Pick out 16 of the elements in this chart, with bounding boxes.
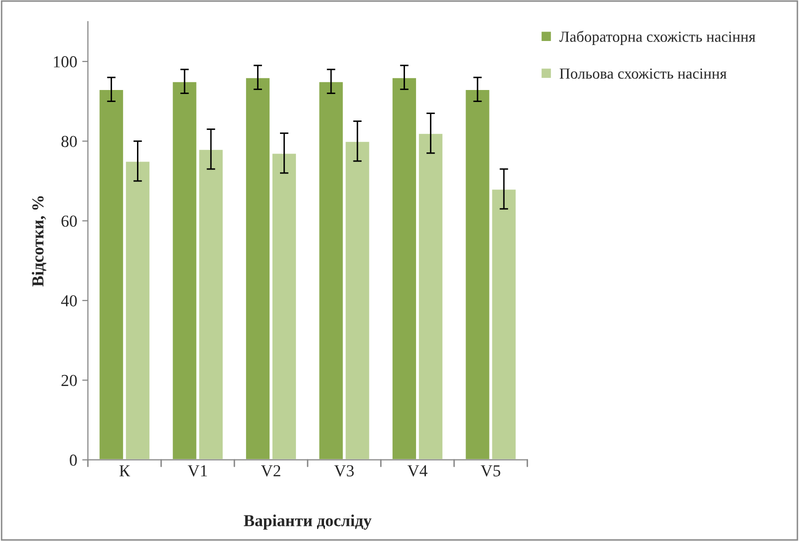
- x-tick-label: V3: [334, 465, 354, 477]
- x-tick-label: К: [119, 465, 130, 476]
- y-tick-label: 60: [62, 216, 77, 227]
- y-tick-label: 40: [61, 295, 77, 306]
- x-tick-label: V2: [260, 465, 280, 477]
- legend-label: Лабораторна схожість насіння: [559, 30, 756, 45]
- y-tick-label: 0: [70, 454, 77, 466]
- y-tick-label: 80: [61, 136, 77, 148]
- x-tick-label: V5: [480, 465, 500, 477]
- x-axis-title: Варіанти досліду: [244, 514, 372, 530]
- y-tick-label: 100: [54, 56, 77, 68]
- legend-label: Польова схожість насіння: [560, 68, 727, 79]
- x-tick-label: V4: [407, 465, 428, 477]
- y-tick-label: 20: [62, 374, 77, 386]
- x-tick-label: V1: [188, 465, 207, 477]
- y-axis-title: Відсотки, %: [32, 196, 46, 287]
